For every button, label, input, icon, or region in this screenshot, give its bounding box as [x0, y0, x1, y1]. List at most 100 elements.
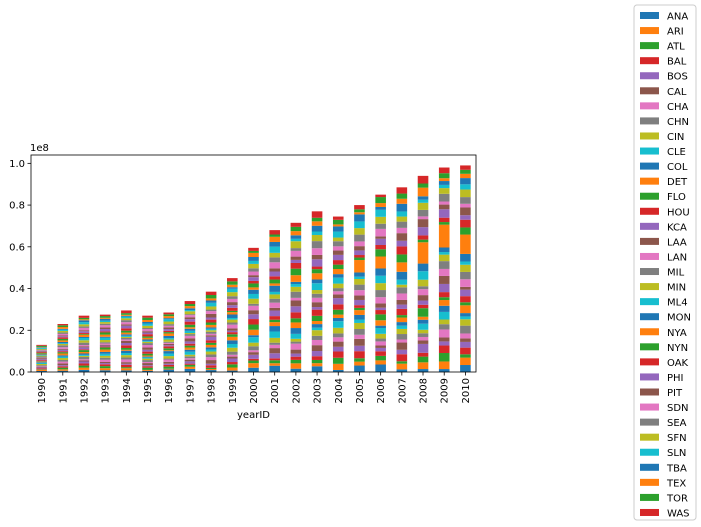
bar-segment-1996-PHI: [163, 329, 175, 331]
bar-segment-1992-COL: [78, 353, 90, 355]
bar-segment-1993-CLE: [99, 353, 111, 356]
bar-segment-2001-NYA: [269, 283, 280, 286]
bar-segment-2005-DET: [354, 310, 365, 315]
legend-label-LAA: LAA: [667, 237, 687, 248]
bar-segment-1991-SEA: [57, 332, 69, 334]
bar-segment-2000-SFN: [248, 263, 259, 269]
bar-segment-1991-CAL: [57, 363, 69, 366]
bar-segment-1995-TOR: [142, 317, 153, 320]
bar-segment-2009-DET: [438, 300, 450, 306]
bar-segment-1993-MIL: [99, 342, 111, 344]
bar-segment-2000-FLO: [248, 324, 259, 330]
bar-segment-2001-FLO: [269, 319, 280, 323]
bar-segment-2001-BOS: [269, 353, 280, 359]
legend-label-DET: DET: [667, 177, 688, 188]
bar-segment-1991-KCA: [57, 349, 69, 352]
legend-swatch-HOU: [640, 207, 659, 215]
bar-segment-2006-ANA: [375, 364, 386, 372]
bar-segment-2004-ARI: [332, 363, 344, 370]
bar-segment-2009-CLE: [438, 311, 450, 320]
bar-segment-1998-TBA: [205, 300, 217, 303]
bar-segment-2003-NYA: [311, 273, 323, 280]
bar-segment-1992-ARI: [78, 367, 90, 370]
bar-segment-1998-PHI: [205, 317, 217, 320]
bar-segment-2010-NYN: [460, 227, 471, 235]
bar-segment-2009-SEA: [438, 193, 450, 202]
bar-segment-2006-LAA: [375, 303, 386, 308]
bar-segment-1999-COL: [227, 340, 238, 344]
bar-segment-2006-SDN: [375, 228, 386, 237]
bar-segment-1995-TEX: [142, 319, 153, 322]
bar-segment-1999-PHI: [227, 305, 238, 308]
bar-segment-1996-TEX: [163, 316, 175, 319]
bar-segment-1995-LAN: [142, 345, 153, 348]
bar-segment-2008-CHA: [417, 336, 429, 341]
legend-label-ML4: ML4: [667, 298, 688, 309]
bar-segment-1996-BOS: [163, 363, 175, 365]
bar-segment-1995-MIL: [142, 343, 153, 345]
legend-swatch-WAS: [640, 508, 659, 516]
legend-label-NYA: NYA: [667, 328, 687, 339]
bar-segment-1998-LAN: [205, 333, 217, 336]
bar-segment-1991-MON: [57, 341, 69, 344]
bar-segment-1992-FLO: [78, 350, 90, 352]
x-tick-label: 1999: [228, 378, 239, 403]
bar-segment-1996-LAN: [163, 342, 175, 344]
x-tick-label: 2003: [313, 378, 324, 403]
bar-segment-2010-BOS: [460, 341, 471, 348]
bar-segment-1995-KCA: [142, 349, 153, 352]
bar-segment-1995-WAS: [142, 315, 153, 318]
bar-segment-2000-TOR: [248, 250, 259, 253]
bar-segment-2002-LAA: [290, 300, 302, 307]
bar-segment-1991-ATL: [57, 367, 69, 370]
bar-segment-2006-CIN: [375, 333, 386, 339]
bar-segment-1992-LAN: [78, 345, 90, 347]
bar-segment-1997-ARI: [184, 366, 196, 369]
legend-swatch-CHA: [640, 102, 659, 110]
bar-segment-1998-WAS: [205, 291, 217, 296]
bar-segment-2001-SDN: [269, 262, 280, 269]
bar-segment-2002-ARI: [290, 363, 302, 369]
bar-segment-2005-MIL: [354, 284, 365, 291]
legend-label-CHN: CHN: [667, 117, 689, 128]
bar-segment-2009-COL: [438, 305, 450, 312]
bar-segment-2005-HOU: [354, 305, 365, 308]
bar-segment-1993-ARI: [99, 368, 111, 371]
bar-segment-2004-NYA: [332, 269, 344, 275]
bar-segment-1992-BOS: [78, 361, 90, 364]
bar-segment-2000-CHN: [248, 346, 259, 351]
bar-segment-1995-PHI: [142, 332, 153, 335]
bar-segment-1998-MIL: [205, 331, 217, 334]
bar-segment-2005-NYA: [354, 260, 365, 273]
x-tick-label: 2005: [355, 378, 366, 403]
bar-segment-1998-CHA: [205, 357, 217, 361]
x-axis-label: yearID: [237, 410, 270, 421]
bar-segment-2001-SFN: [269, 252, 280, 258]
bar-segment-2005-LAN: [354, 290, 365, 296]
bar-segment-2005-ATL: [354, 358, 365, 362]
bar-segment-1994-TEX: [121, 314, 132, 316]
bar-segment-2000-SDN: [248, 271, 259, 276]
bar-segment-1998-COL: [205, 347, 217, 350]
bar-segment-1994-WAS: [121, 310, 132, 314]
x-axis: 1990 1991 1992 1993 1994 1995 1996 1997 1998 1999…: [37, 372, 472, 403]
bar-segment-2009-KCA: [438, 283, 450, 293]
bar-segment-1996-ANA: [163, 369, 175, 372]
bar-segment-1991-CHN: [57, 359, 69, 362]
legend-label-PHI: PHI: [667, 373, 684, 384]
bar-segment-2007-COL: [396, 322, 408, 326]
bar-segments: [36, 165, 471, 372]
bar-segment-1998-OAK: [205, 319, 217, 323]
bar-segment-1999-MON: [227, 314, 238, 318]
legend-swatch-FLO: [640, 192, 659, 200]
bar-segment-1991-HOU: [57, 351, 69, 353]
x-tick-label: 2008: [419, 378, 430, 403]
bar-segment-2005-KCA: [354, 299, 365, 306]
bar-segment-1990-FLO: [36, 361, 47, 362]
x-tick-label: 1997: [185, 378, 196, 403]
bar-segment-2010-TEX: [460, 173, 471, 179]
bar-segment-1996-OAK: [163, 330, 175, 333]
legend-label-PIT: PIT: [667, 388, 683, 399]
bar-segment-1990-ML4: [36, 355, 47, 356]
bar-segment-2006-ARI: [375, 360, 386, 365]
